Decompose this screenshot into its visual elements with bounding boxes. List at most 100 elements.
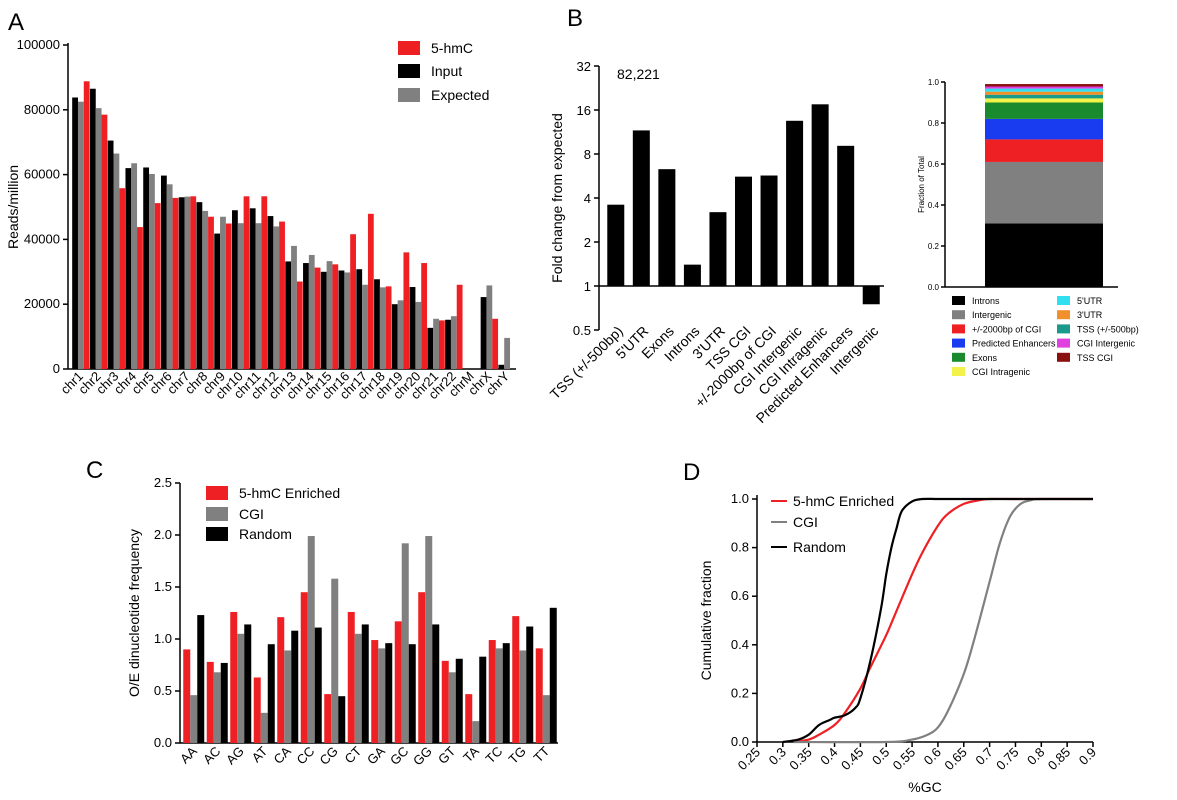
bar-exons bbox=[658, 169, 676, 286]
bar-random-ag bbox=[244, 624, 252, 743]
bar-expected-chr10 bbox=[237, 223, 244, 369]
y-tick-label: 40000 bbox=[24, 231, 60, 246]
x-tick-label: CT bbox=[342, 743, 365, 766]
y-tick-label: 0.6 bbox=[928, 160, 940, 169]
legend-label-2000bp-of-cgi: +/-2000bp of CGI bbox=[972, 324, 1041, 334]
bar-random-tt bbox=[549, 607, 557, 743]
bar-expected-chr21 bbox=[433, 318, 439, 369]
panel-c-chart: 0.0 0.5 1.0 1.5 2.0 2.5 O/E dinucleotide frequ… bbox=[126, 475, 558, 768]
bar-5-hmc-chr2 bbox=[101, 114, 108, 369]
y-tick-label: 1.0 bbox=[731, 491, 749, 506]
bar-cgi-gg bbox=[425, 536, 433, 743]
y-tick-label: 16 bbox=[577, 103, 591, 118]
legend-label-intergenic: Intergenic bbox=[972, 310, 1012, 320]
bar-cgi-ga bbox=[378, 648, 386, 743]
bar-random-ac bbox=[220, 662, 228, 743]
legend-label-cgi: CGI bbox=[239, 506, 264, 522]
bar-5-hmc-chr15 bbox=[332, 264, 339, 369]
bar-intergenic bbox=[862, 286, 880, 305]
bar-5-hmc-chr10 bbox=[243, 196, 250, 369]
legend-label-exons: Exons bbox=[972, 353, 998, 363]
legend-label-predicted-enhancers: Predicted Enhancers bbox=[972, 339, 1056, 349]
bar-input-chr5 bbox=[143, 167, 150, 369]
y-tick-label: 0.4 bbox=[731, 637, 749, 652]
x-tick-label: 0.9 bbox=[1076, 745, 1099, 768]
y-tick-label: 1.5 bbox=[154, 579, 172, 594]
bar-expected-chr16 bbox=[344, 272, 351, 369]
legend-swatch-expected bbox=[398, 88, 420, 102]
bar-input-chr12 bbox=[267, 216, 274, 369]
y-axis-title: O/E dinucleotide frequency bbox=[126, 529, 142, 697]
bar-input-chr19 bbox=[391, 304, 398, 369]
stack-segment-intergenic bbox=[985, 161, 1103, 224]
legend-label-random: Random bbox=[793, 539, 846, 555]
bar-5-hmc-chr12 bbox=[279, 221, 285, 369]
stack-segment-tss-500bp bbox=[985, 94, 1103, 99]
bar-input-chr20 bbox=[409, 287, 416, 369]
bar-2000bp-of-cgi bbox=[760, 175, 778, 286]
bar-expected-chr13 bbox=[291, 245, 297, 369]
bar-expected-chr2 bbox=[95, 108, 102, 370]
legend-label-tss-500bp: TSS (+/-500bp) bbox=[1077, 324, 1139, 334]
y-tick-label: 0.8 bbox=[928, 119, 940, 128]
panel-letter-a: A bbox=[8, 9, 24, 36]
bar-expected-chry bbox=[504, 337, 511, 369]
legend-swatch-5-hmc bbox=[398, 41, 420, 55]
bar-expected-chr3 bbox=[113, 153, 120, 369]
bar-5-hmc-chr4 bbox=[137, 227, 143, 369]
bar-expected-chr7 bbox=[184, 196, 191, 369]
bar-5-hmc-enriched-gt bbox=[441, 660, 449, 743]
bar-5-hmc-chr9 bbox=[225, 223, 232, 369]
bar-expected-chr20 bbox=[415, 301, 422, 369]
bar-cgi-cg bbox=[331, 578, 339, 743]
x-tick-label: GG bbox=[410, 744, 435, 769]
x-tick-label: CG bbox=[316, 744, 340, 768]
bar-input-chr17 bbox=[356, 269, 363, 369]
bar-expected-chr4 bbox=[131, 163, 138, 369]
bar-cgi-tg bbox=[519, 650, 527, 743]
legend-swatch-intergenic bbox=[952, 310, 965, 320]
stack-segment-3-utr bbox=[985, 91, 1103, 95]
y-axis-title: Fold change from expected bbox=[549, 113, 565, 283]
bar-cgi-aa bbox=[190, 695, 198, 743]
bar-expected-chr1 bbox=[77, 101, 84, 369]
bar-cgi-ct bbox=[354, 633, 362, 743]
x-tick-label: CA bbox=[270, 743, 294, 767]
legend-swatch-predicted-enhancers bbox=[952, 338, 965, 348]
bar-cgi-gc bbox=[401, 543, 409, 743]
bar-input-chr16 bbox=[338, 270, 345, 369]
bar-expected-chr19 bbox=[397, 300, 404, 369]
y-tick-label: 1.0 bbox=[154, 631, 172, 646]
bar-random-ga bbox=[385, 643, 393, 743]
bar-expected-chr12 bbox=[273, 226, 280, 369]
legend-swatch-tss-500bp bbox=[1057, 324, 1070, 334]
y-tick-label: 4 bbox=[584, 191, 591, 206]
legend-swatch-exons bbox=[952, 352, 965, 362]
bar-expected-chr22 bbox=[450, 316, 457, 369]
y-tick-label: 0.8 bbox=[731, 540, 749, 555]
legend-swatch-3-utr bbox=[1057, 310, 1070, 320]
bar-5-hmc-enriched-gg bbox=[418, 592, 426, 743]
y-tick-label: 0.5 bbox=[154, 683, 172, 698]
x-tick-label: AC bbox=[200, 744, 223, 767]
bar-input-chr4 bbox=[125, 168, 132, 369]
stack-segment-cgi-intragenic bbox=[985, 98, 1103, 103]
bar-cgi-tt bbox=[542, 695, 550, 743]
bar-5-hmc-chr8 bbox=[208, 216, 214, 369]
bar-cgi-cc bbox=[307, 536, 315, 743]
bar-input-chr10 bbox=[232, 210, 238, 369]
bar-5-hmc-chr11 bbox=[261, 196, 268, 369]
stack-segment-predicted-enhancers bbox=[985, 118, 1103, 140]
x-tick-label: 0.3 bbox=[766, 745, 789, 768]
bar-input-chr9 bbox=[214, 233, 221, 369]
bar-input-chr15 bbox=[320, 271, 327, 369]
panel-b-chart: 0.5 1 2 4 8 16 32 Fold change from expected 82,2… bbox=[547, 59, 884, 426]
y-tick-label: 0.4 bbox=[928, 201, 940, 210]
stack-segment-introns bbox=[985, 223, 1103, 287]
bar-5-hmc-chr20 bbox=[421, 263, 428, 369]
legend-label-3-utr: 3'UTR bbox=[1077, 310, 1103, 320]
bar-random-tc bbox=[502, 643, 510, 743]
bar-input-chry bbox=[498, 364, 505, 369]
panel-a-chart: 0 20000 40000 60000 80000 100000 Reads/million… bbox=[5, 37, 516, 402]
